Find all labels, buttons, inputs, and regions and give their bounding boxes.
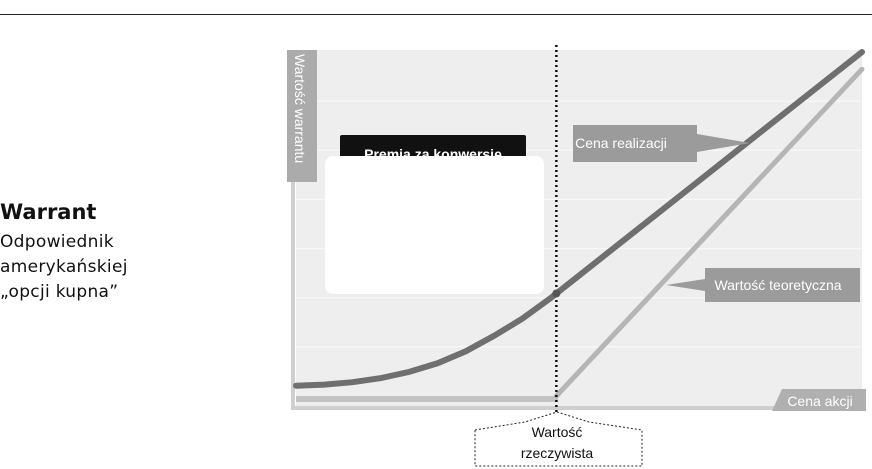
intersection-point: [552, 289, 561, 298]
sidebar-definition: Warrant Odpowiednik amerykańskiej „opcji…: [0, 200, 250, 305]
theoretical-value-line: [553, 66, 865, 399]
sidebar-line-3: „opcji kupna”: [0, 282, 119, 302]
sidebar-title: Warrant: [0, 200, 97, 224]
strike-price-callout: Cena realizacji: [573, 125, 750, 162]
warrant-value-curve: [293, 49, 865, 389]
intrinsic-value-label-line2: rzeczywista: [521, 445, 594, 461]
y-axis-label-box: Wartość warrantu: [287, 50, 317, 182]
strike-price-label: Cena realizacji: [575, 135, 667, 151]
theoretical-value-callout: Wartość teoretyczna: [666, 268, 860, 302]
intrinsic-value-label-line1: Wartość: [532, 424, 583, 440]
theoretical-value-label: Wartość teoretyczna: [714, 277, 841, 293]
top-rule: [0, 14, 872, 15]
premium-label-group: Premia za konwersję: [325, 135, 544, 294]
y-axis-label: Wartość warrantu: [292, 54, 308, 163]
x-axis-label-box: Cena akcji: [772, 389, 866, 411]
baseline-bar: [296, 396, 558, 402]
sidebar-line-1: Odpowiednik: [0, 232, 114, 252]
intrinsic-value-callout: Wartość rzeczywista: [474, 411, 643, 467]
x-axis-label: Cena akcji: [787, 393, 852, 409]
premium-callout-panel: [325, 156, 544, 294]
sidebar-line-2: amerykańskiej: [0, 257, 128, 277]
